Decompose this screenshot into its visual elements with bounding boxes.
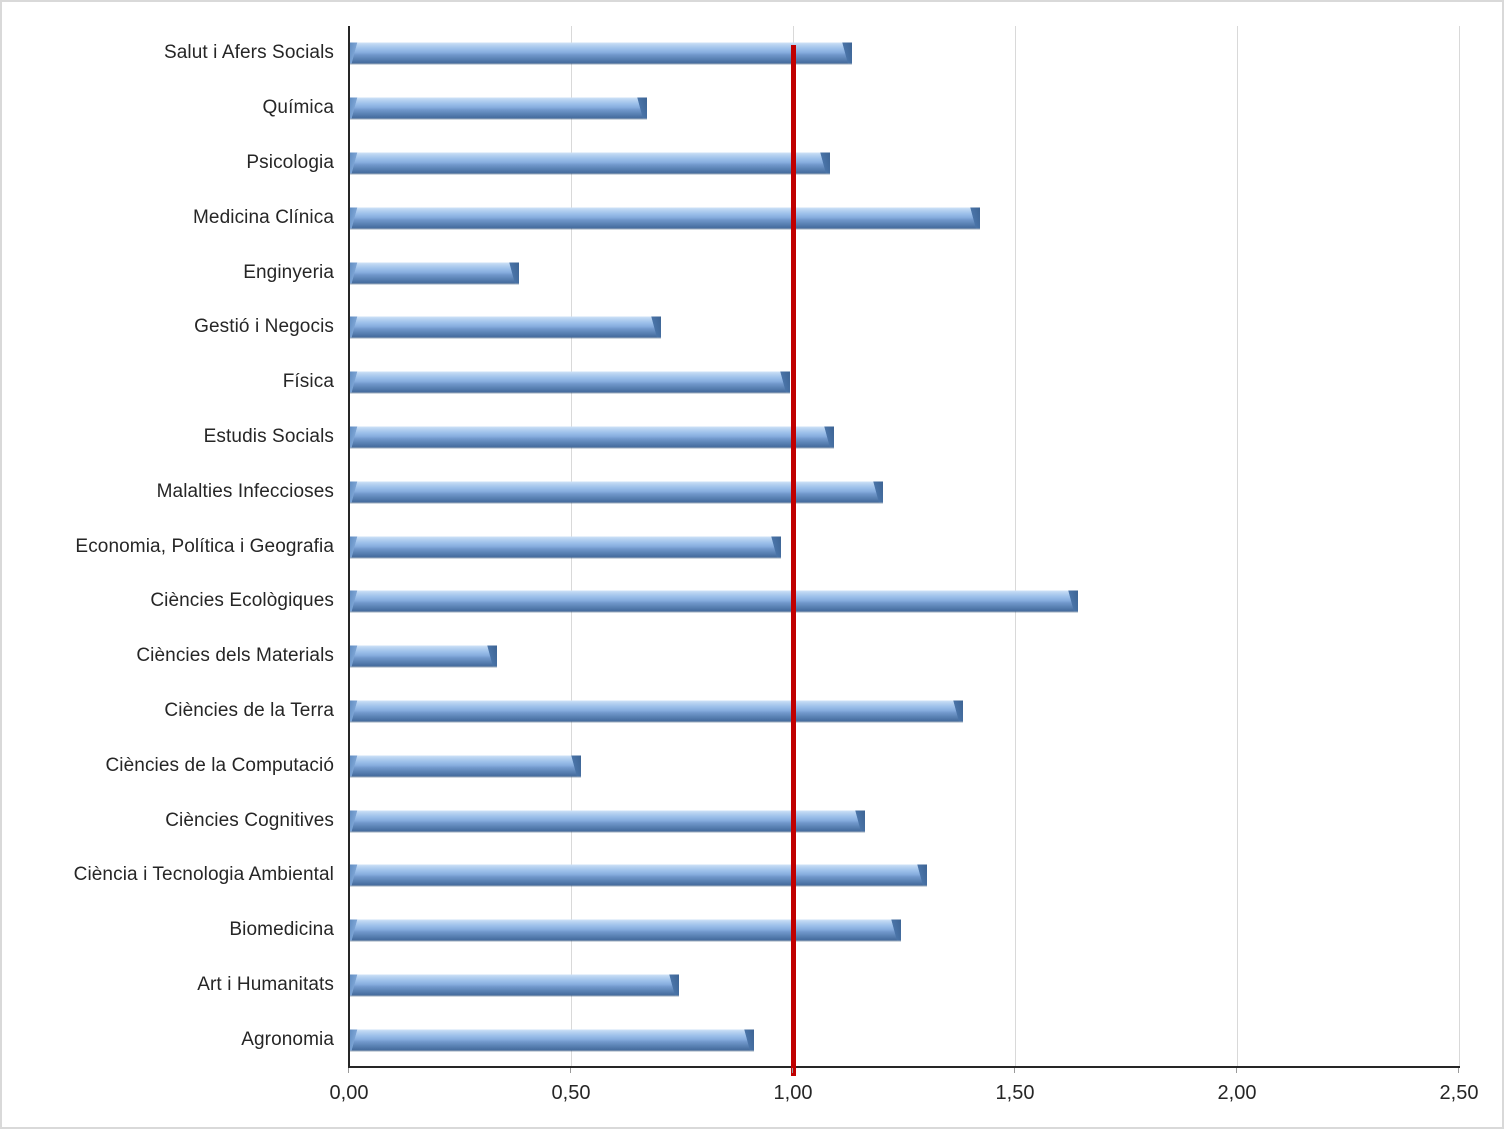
bar-12	[350, 645, 497, 667]
category-label: Economia, Política i Geografia	[75, 535, 334, 557]
category-label: Ciències Ecològiques	[150, 590, 334, 612]
bar-9	[350, 481, 883, 503]
category-label: Salut i Afers Socials	[163, 42, 334, 64]
category-label: Ciències dels Materials	[136, 645, 334, 667]
category-label: Ciències de la Computació	[105, 754, 334, 776]
category-label: Agronomia	[241, 1028, 334, 1050]
bar-7	[350, 371, 790, 393]
x-tick-label: 2,00	[1217, 1082, 1257, 1104]
bar-row	[349, 190, 1459, 245]
bar-row	[349, 848, 1459, 903]
category-label: Art i Humanitats	[197, 973, 334, 995]
x-tick-label: 2,50	[1439, 1082, 1479, 1104]
bar-2	[350, 97, 647, 119]
category-label: Malalties Infeccioses	[156, 480, 334, 502]
category-label: Ciències de la Terra	[164, 699, 334, 721]
axis-tick	[1014, 1068, 1015, 1073]
bar-row	[349, 355, 1459, 410]
category-label: Psicologia	[246, 151, 334, 173]
bar-row	[349, 958, 1459, 1013]
bar-row	[349, 300, 1459, 355]
bars-layer	[349, 26, 1459, 1067]
category-label: Ciència i Tecnologia Ambiental	[73, 864, 334, 886]
axis-tick	[1458, 1068, 1459, 1073]
bar-18	[350, 974, 679, 996]
category-label: Física	[282, 371, 334, 393]
bar-row	[349, 629, 1459, 684]
reference-line	[791, 45, 796, 1076]
bar-6	[350, 316, 661, 338]
x-tick-label: 1,00	[773, 1082, 813, 1104]
bar-11	[350, 590, 1078, 612]
x-tick-label: 1,50	[995, 1082, 1035, 1104]
bar-13	[350, 700, 963, 722]
bar-row	[349, 574, 1459, 629]
bar-15	[350, 810, 865, 832]
bar-row	[349, 464, 1459, 519]
category-label: Gestió i Negocis	[194, 316, 334, 338]
bar-row	[349, 684, 1459, 739]
y-axis-line	[348, 26, 350, 1067]
x-tick-label: 0,00	[329, 1082, 369, 1104]
bar-row	[349, 26, 1459, 81]
axis-tick	[1236, 1068, 1237, 1073]
bar-row	[349, 903, 1459, 958]
gridline	[1015, 26, 1016, 1067]
bar-17	[350, 919, 901, 941]
bar-8	[350, 426, 834, 448]
x-axis-line	[348, 1066, 1460, 1068]
bar-row	[349, 793, 1459, 848]
bar-5	[350, 262, 519, 284]
category-axis: Salut i Afers Socials Química Psicologia Me…	[2, 26, 334, 1067]
bar-row	[349, 1012, 1459, 1067]
bar-row	[349, 81, 1459, 136]
axis-tick	[792, 1068, 793, 1073]
x-tick-label: 0,50	[551, 1082, 591, 1104]
category-label: Medicina Clínica	[193, 206, 334, 228]
bar-10	[350, 536, 781, 558]
gridline	[1237, 26, 1238, 1067]
category-label: Química	[262, 97, 334, 119]
bar-19	[350, 1029, 754, 1051]
axis-tick	[570, 1068, 571, 1073]
category-label: Enginyeria	[243, 261, 334, 283]
category-label: Estudis Socials	[203, 425, 334, 447]
axis-tick	[348, 1068, 349, 1073]
bar-3	[350, 152, 830, 174]
bar-row	[349, 519, 1459, 574]
category-label: Ciències Cognitives	[165, 809, 334, 831]
bar-row	[349, 136, 1459, 191]
bar-row	[349, 738, 1459, 793]
category-label: Biomedicina	[229, 919, 334, 941]
bar-1	[350, 42, 852, 64]
bar-14	[350, 755, 581, 777]
bar-row	[349, 410, 1459, 465]
bar-row	[349, 245, 1459, 300]
bar-4	[350, 207, 980, 229]
bar-16	[350, 864, 927, 886]
gridline	[1459, 26, 1460, 1067]
